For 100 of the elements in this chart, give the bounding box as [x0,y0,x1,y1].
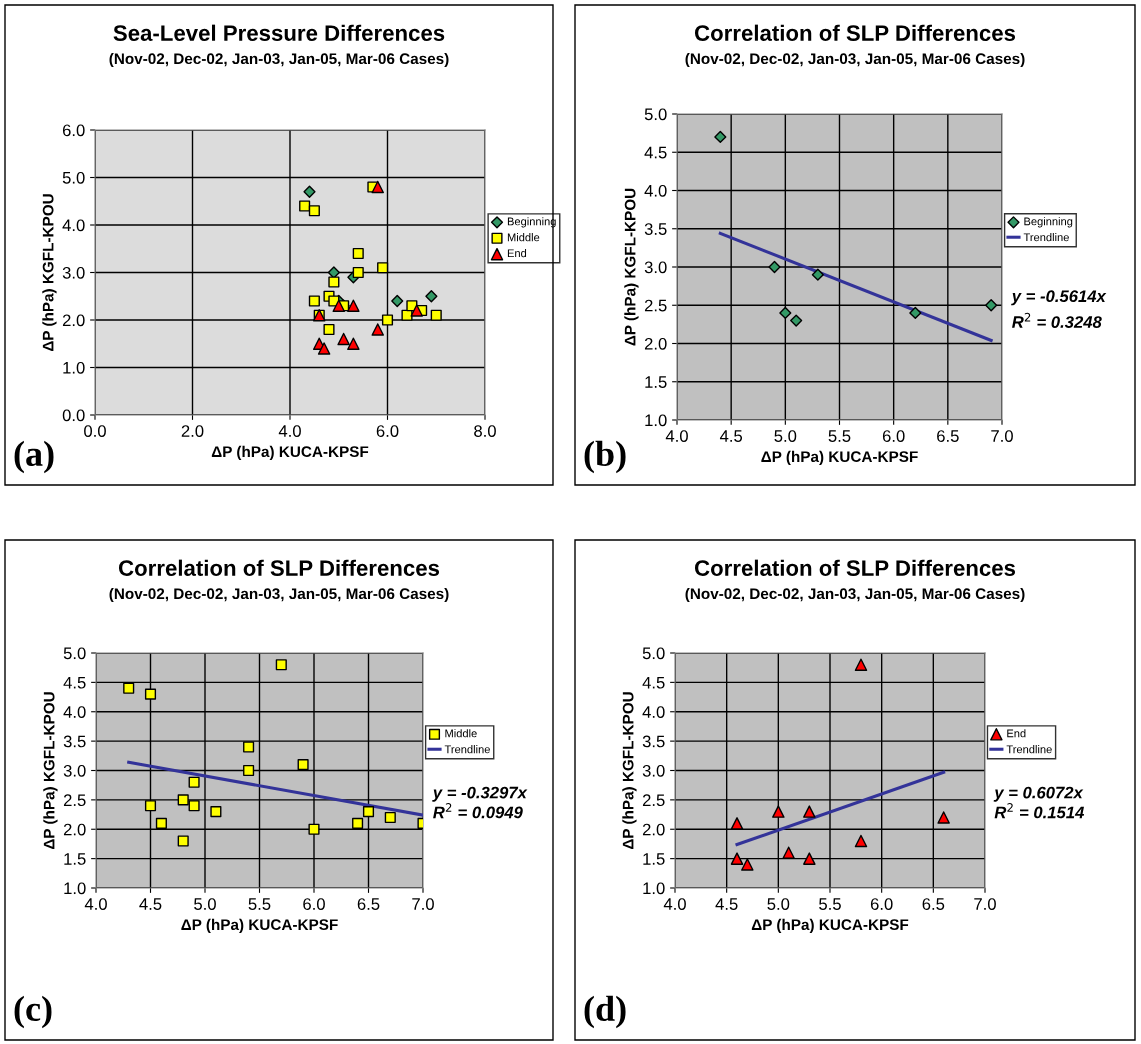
chart-subtitle: (Nov-02, Dec-02, Jan-03, Jan-05, Mar-06 Cases) [109,587,449,603]
text: R$^{2}$ = 0.0949 [433,803,523,819]
point [347,337,360,351]
x-tick-label: 6.0 [882,430,905,442]
text: y = -0.3297x [432,786,528,802]
point [391,294,404,308]
y-tick-label: 4.0 [63,706,86,718]
point [327,266,340,279]
legend-label: Trendline [1023,233,1069,242]
point [123,682,135,694]
point [210,806,222,818]
y-tick-label: 3.5 [63,735,86,748]
y-tick-label: 4.0 [62,219,85,232]
y-tick-label: 4.5 [642,676,665,689]
y-tick-label: 5.0 [63,647,86,660]
x-tick-label: 5.5 [828,430,851,442]
point [177,794,189,806]
text: (a) [14,440,54,474]
text: (c) [14,995,52,1029]
y-axis-title: ΔP (hPa) KGFL-KPOU [42,194,57,352]
chart-title: Correlation of SLP Differences [694,559,1016,576]
y-tick-label: 3.0 [62,266,85,279]
point [909,306,922,319]
legend-label: Trendline [1006,745,1052,754]
text: (b) [584,440,626,474]
x-tick-label: 6.0 [303,898,325,910]
y-tick-label: 2.0 [644,337,667,350]
y-tick-label: 1.0 [63,361,85,374]
y-tick-label: 3.5 [642,735,665,748]
x-tick-label: 6.5 [937,430,959,442]
y-tick-label: 1.0 [643,882,665,895]
y-tick-label: 3.0 [63,764,86,777]
x-axis-title: ΔP (hPa) KUCA-KPSF [181,918,338,934]
y-tick-label: 2.5 [642,794,665,807]
point [803,805,816,818]
point [337,332,350,346]
y-tick-label: 3.0 [642,764,665,777]
point [308,295,320,307]
x-tick-label: 4.0 [84,898,107,910]
x-axis-title: ΔP (hPa) KUCA-KPSF [211,445,369,461]
legend-label: Middle [507,233,540,242]
chart-title: Correlation of SLP Differences [118,559,440,576]
point [308,205,320,217]
y-tick-label: 4.0 [644,184,667,197]
x-tick-label: 0.0 [84,425,106,437]
x-axis-title: ΔP (hPa) KUCA-KPSF [751,918,909,934]
y-tick-label: 1.0 [64,882,86,895]
x-tick-label: 4.5 [715,898,738,910]
point [347,299,360,313]
point [782,846,795,860]
chart-title: Correlation of SLP Differences [694,24,1016,41]
x-tick-label: 4.0 [278,425,301,437]
point [352,247,364,260]
point [323,323,335,336]
point [854,834,868,848]
x-tick-label: 4.5 [719,430,743,442]
y-tick-label: 1.5 [64,853,86,865]
point [430,309,442,321]
text: R$^{2}$ = 0.1514 [994,803,1085,819]
y-tick-label: 1.5 [643,853,665,865]
y-tick-label: 4.5 [63,676,86,689]
point [401,309,413,321]
y-tick-label: 3.5 [644,223,667,235]
x-axis-title: ΔP (hPa) KUCA-KPSF [761,450,918,466]
point [741,858,754,871]
point [303,185,316,198]
point [144,800,157,812]
x-tick-label: 7.0 [412,898,434,910]
point [243,741,255,753]
y-tick-label: 1.0 [645,414,667,427]
point [155,817,167,829]
legend-label: Middle [445,729,477,738]
point [243,764,255,777]
x-tick-label: 6.5 [357,898,380,910]
x-tick-label: 8.0 [474,425,496,437]
y-tick-label: 3.0 [644,261,667,274]
x-tick-label: 7.0 [991,430,1013,442]
x-tick-label: 6.0 [870,898,893,910]
x-tick-label: 5.0 [774,430,797,442]
y-tick-label: 5.0 [62,171,85,184]
point [275,659,287,671]
y-tick-label: 0.0 [62,409,85,422]
x-tick-label: 4.0 [665,430,688,442]
chart-title: Sea-Level Pressure Differences [113,24,445,41]
x-tick-label: 5.5 [819,898,841,910]
text: y = 0.6072x [993,786,1084,802]
y-tick-label: 1.5 [645,376,667,388]
point [371,180,385,194]
text: y = -0.5614x [1011,290,1107,306]
x-tick-label: 7.0 [974,898,996,910]
x-tick-label: 4.0 [663,898,686,910]
x-tick-label: 5.5 [248,898,271,910]
point [730,852,744,865]
point [854,658,868,672]
y-tick-label: 4.5 [644,146,667,159]
y-tick-label: 2.0 [62,314,85,327]
point [772,805,785,818]
y-tick-label: 2.0 [63,823,86,836]
point [371,323,385,336]
point [779,306,792,319]
